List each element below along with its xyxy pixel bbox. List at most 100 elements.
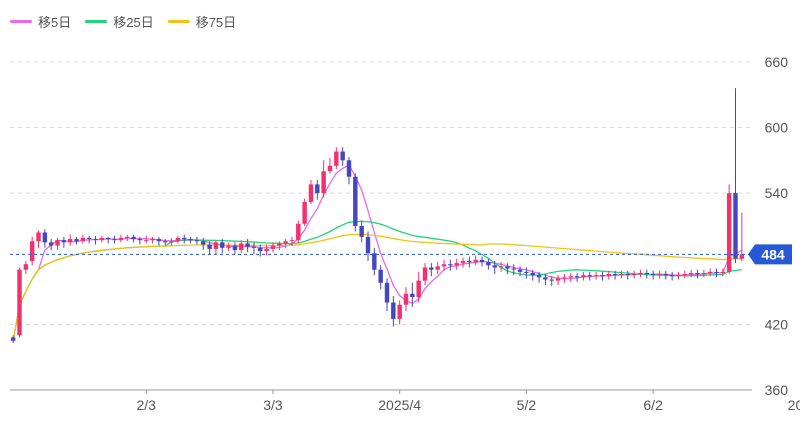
candle-body[interactable] (144, 240, 149, 242)
candle-body[interactable] (340, 151, 345, 161)
candle-body[interactable] (486, 262, 491, 266)
candle-body[interactable] (739, 254, 745, 259)
candle-body[interactable] (55, 240, 60, 246)
candle-body[interactable] (536, 275, 542, 278)
candle-body[interactable] (308, 184, 314, 202)
candle-body[interactable] (302, 201, 307, 224)
candle-body[interactable] (581, 275, 586, 278)
candle-body[interactable] (372, 253, 377, 270)
candle-body[interactable] (492, 265, 497, 268)
candle-body[interactable] (207, 244, 212, 249)
candle-body[interactable] (587, 275, 592, 277)
candle-body[interactable] (593, 275, 599, 277)
candle-body[interactable] (663, 274, 669, 276)
candle-body[interactable] (695, 272, 700, 275)
candle-body[interactable] (403, 293, 409, 305)
candle-body[interactable] (378, 269, 383, 283)
candle-body[interactable] (74, 239, 79, 242)
candle-body[interactable] (283, 241, 288, 244)
candle-body[interactable] (644, 272, 650, 275)
candle-body[interactable] (410, 293, 415, 298)
candle-body[interactable] (194, 240, 200, 242)
candle-body[interactable] (150, 239, 155, 241)
candle-body[interactable] (524, 271, 529, 273)
candle-body[interactable] (555, 278, 561, 281)
candle-body[interactable] (93, 239, 98, 241)
candle-body[interactable] (391, 302, 396, 319)
candle-body[interactable] (612, 274, 618, 276)
candle-body[interactable] (384, 282, 390, 303)
candle-body[interactable] (270, 245, 276, 249)
candle-body[interactable] (131, 236, 136, 240)
candle-body[interactable] (682, 274, 688, 276)
candle-body[interactable] (448, 264, 453, 266)
candle-body[interactable] (359, 225, 364, 237)
candle-body[interactable] (220, 242, 225, 248)
candle-body[interactable] (549, 279, 554, 281)
candle-body[interactable] (315, 184, 320, 194)
candle-body[interactable] (201, 241, 206, 245)
candle-body[interactable] (245, 243, 250, 247)
candle-body[interactable] (175, 237, 181, 242)
candle-body[interactable] (676, 275, 681, 277)
candle-body[interactable] (619, 274, 624, 276)
candle-body[interactable] (688, 272, 694, 275)
candle-body[interactable] (61, 240, 67, 243)
candle-body[interactable] (720, 271, 726, 273)
candle-body[interactable] (112, 239, 117, 241)
candle-body[interactable] (631, 274, 637, 276)
candle-body[interactable] (422, 267, 428, 281)
legend-item-ma5[interactable]: 移5日 (10, 12, 71, 31)
candle-body[interactable] (365, 236, 371, 254)
candle-body[interactable] (251, 246, 257, 248)
candle-body[interactable] (568, 276, 573, 278)
candle-body[interactable] (137, 239, 143, 241)
candle-body[interactable] (258, 247, 263, 252)
candle-body[interactable] (429, 267, 434, 270)
candle-body[interactable] (296, 223, 301, 241)
candle-body[interactable] (606, 274, 611, 277)
candle-body[interactable] (346, 160, 352, 177)
candle-body[interactable] (67, 239, 73, 243)
candle-body[interactable] (156, 239, 162, 242)
candle-body[interactable] (435, 266, 440, 270)
candle-body[interactable] (454, 263, 459, 266)
candle-body[interactable] (213, 242, 219, 249)
candle-body[interactable] (460, 260, 466, 264)
candle-body[interactable] (169, 241, 174, 243)
candle-body[interactable] (600, 275, 605, 277)
candle-body[interactable] (264, 248, 269, 252)
candle-body[interactable] (23, 264, 29, 270)
candle-body[interactable] (99, 237, 105, 241)
candle-body[interactable] (416, 280, 421, 298)
candle-body[interactable] (105, 237, 111, 240)
candle-body[interactable] (327, 165, 333, 172)
candle-body[interactable] (182, 237, 187, 240)
candle-body[interactable] (467, 260, 472, 263)
candle-body[interactable] (289, 240, 295, 242)
candle-body[interactable] (707, 271, 713, 273)
candle-body[interactable] (125, 236, 130, 238)
candle-body[interactable] (29, 241, 35, 261)
candle-body[interactable] (334, 151, 339, 166)
candle-body[interactable] (479, 259, 485, 263)
legend-item-ma25[interactable]: 移25日 (85, 12, 154, 31)
candle-body[interactable] (625, 274, 630, 276)
candle-body[interactable] (36, 232, 41, 242)
candle-body[interactable] (226, 245, 231, 248)
candle-body[interactable] (657, 274, 662, 276)
candle-body[interactable] (574, 276, 580, 278)
candle-body[interactable] (511, 268, 516, 270)
candle-body[interactable] (498, 266, 504, 268)
candle-body[interactable] (714, 271, 719, 273)
candle-body[interactable] (441, 264, 447, 267)
candle-body[interactable] (543, 277, 548, 280)
candle-body[interactable] (239, 243, 244, 250)
candle-body[interactable] (10, 337, 16, 341)
candle-body[interactable] (733, 193, 738, 259)
legend-item-ma75[interactable]: 移75日 (167, 12, 236, 31)
candle-body[interactable] (42, 232, 48, 243)
candle-body[interactable] (473, 259, 478, 263)
candle-body[interactable] (321, 171, 326, 194)
